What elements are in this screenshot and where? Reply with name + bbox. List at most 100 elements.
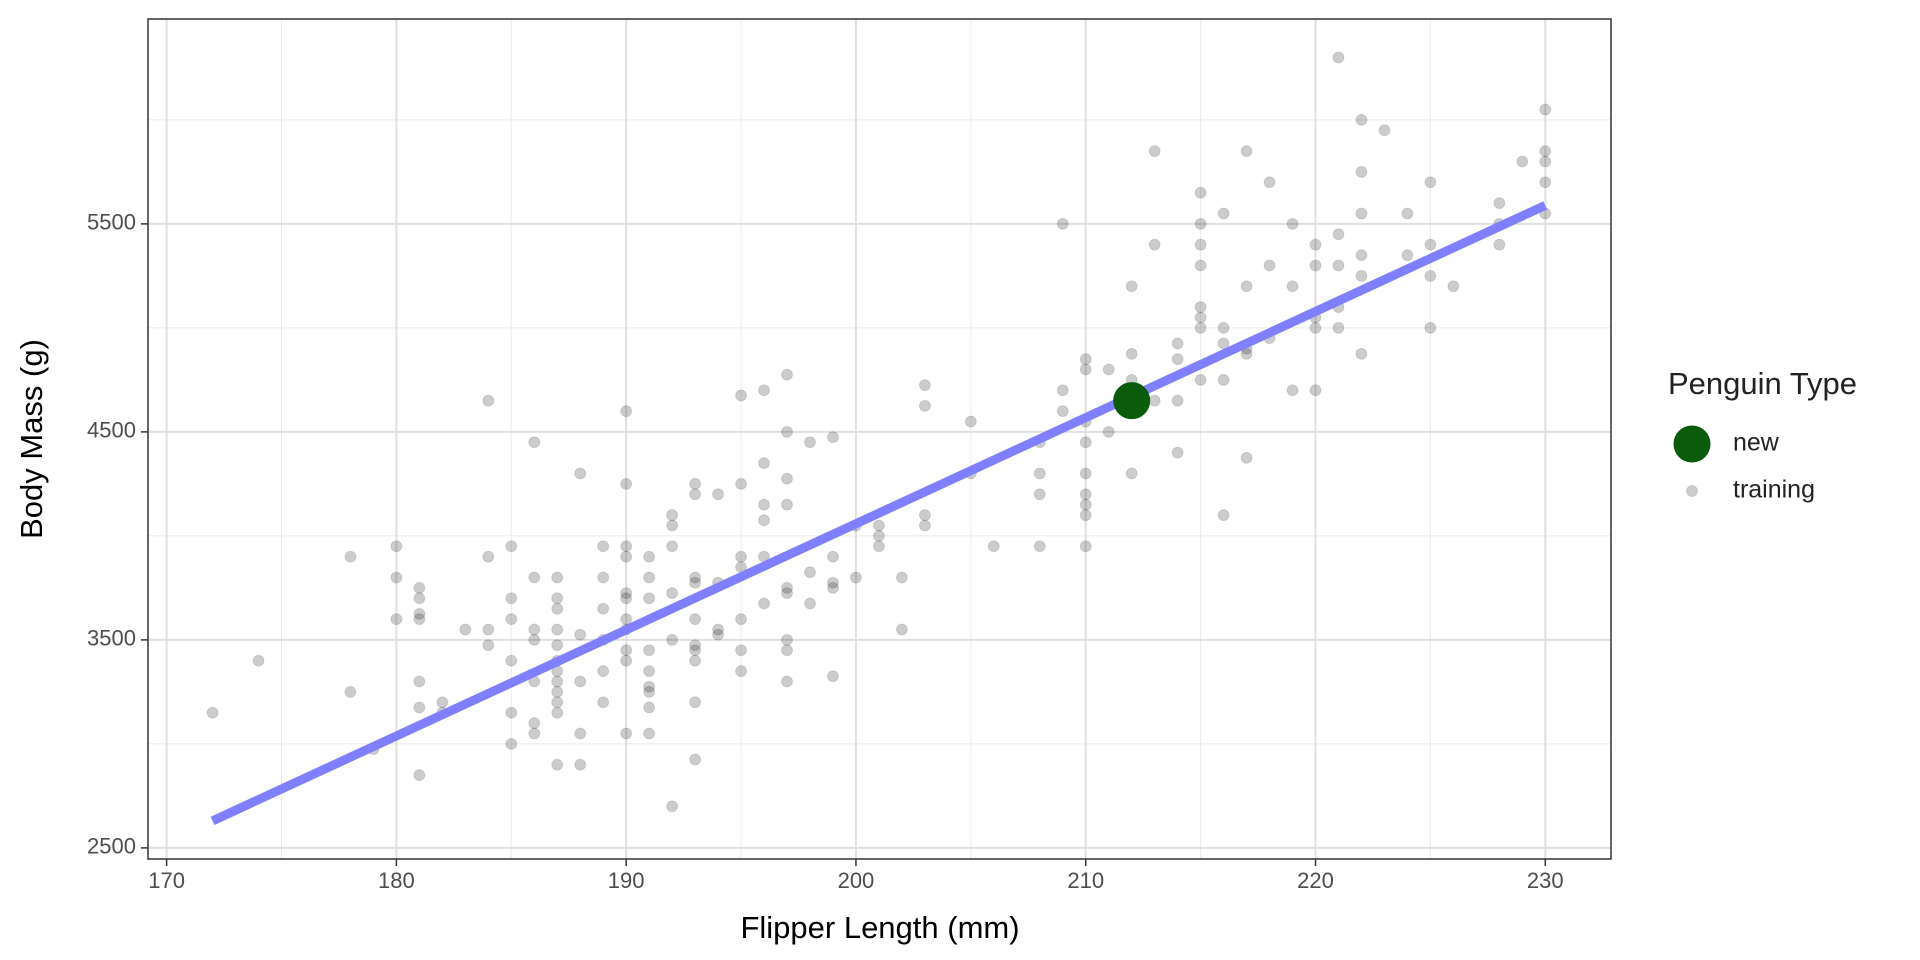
- legend-title: Penguin Type: [1668, 366, 1857, 401]
- training-point: [689, 571, 702, 584]
- training-point: [1539, 145, 1552, 158]
- training-point: [505, 737, 518, 750]
- training-point: [597, 602, 610, 615]
- training-point: [252, 654, 265, 667]
- x-tick-label: 170: [148, 868, 185, 893]
- x-tick-label: 190: [608, 868, 645, 893]
- training-point: [918, 379, 931, 392]
- training-point: [643, 571, 656, 584]
- training-point: [1424, 176, 1437, 189]
- training-point: [505, 654, 518, 667]
- training-point: [1194, 311, 1207, 324]
- x-tick-label: 220: [1297, 868, 1334, 893]
- training-point: [689, 576, 702, 589]
- training-point: [826, 581, 839, 594]
- training-point: [528, 717, 541, 730]
- training-point: [620, 592, 633, 605]
- training-point: [1332, 228, 1345, 241]
- training-point: [1447, 280, 1460, 293]
- training-point: [735, 644, 748, 657]
- training-point: [758, 514, 771, 527]
- training-point: [413, 675, 426, 688]
- training-point: [551, 602, 564, 615]
- training-point: [1355, 207, 1368, 220]
- plot-border: [147, 18, 1612, 860]
- training-point: [551, 706, 564, 719]
- training-point: [1125, 347, 1138, 360]
- training-point: [390, 540, 403, 553]
- training-point: [895, 623, 908, 636]
- training-point: [1079, 488, 1092, 501]
- training-point: [735, 550, 748, 563]
- training-point: [803, 597, 816, 610]
- training-point: [574, 675, 587, 688]
- training-point: [413, 613, 426, 626]
- training-point: [1378, 124, 1391, 137]
- training-point: [1355, 269, 1368, 282]
- training-point: [620, 613, 633, 626]
- training-point: [482, 639, 495, 652]
- training-point: [689, 644, 702, 657]
- training-point: [666, 587, 679, 600]
- training-point: [643, 685, 656, 698]
- training-point: [872, 529, 885, 542]
- training-point: [528, 727, 541, 740]
- training-point: [689, 696, 702, 709]
- training-point: [758, 384, 771, 397]
- training-point: [781, 644, 794, 657]
- training-point: [390, 613, 403, 626]
- training-point: [1539, 155, 1552, 168]
- training-point: [1033, 540, 1046, 553]
- training-point: [551, 758, 564, 771]
- training-point: [1079, 467, 1092, 480]
- training-point: [1240, 347, 1253, 360]
- training-point: [1194, 217, 1207, 230]
- training-point: [758, 498, 771, 511]
- training-point: [1516, 155, 1529, 168]
- training-point: [459, 623, 472, 636]
- training-point: [574, 628, 587, 641]
- training-point: [1217, 509, 1230, 522]
- training-point: [689, 613, 702, 626]
- training-point: [872, 519, 885, 532]
- training-point: [803, 436, 816, 449]
- training-point: [689, 477, 702, 490]
- x-tick-label: 200: [838, 868, 875, 893]
- legend-swatch: [1673, 425, 1711, 463]
- training-point: [666, 519, 679, 532]
- training-point: [987, 540, 1000, 553]
- training-point: [620, 654, 633, 667]
- training-point: [1286, 217, 1299, 230]
- training-point: [574, 758, 587, 771]
- training-point: [781, 587, 794, 600]
- training-point: [1309, 238, 1322, 251]
- y-tick-label: 5500: [87, 210, 136, 235]
- training-point: [781, 498, 794, 511]
- training-point: [551, 571, 564, 584]
- training-point: [574, 727, 587, 740]
- training-point: [1148, 145, 1161, 158]
- training-point: [712, 488, 725, 501]
- training-point: [1171, 446, 1184, 459]
- y-tick-label: 2500: [87, 834, 136, 859]
- training-point: [551, 696, 564, 709]
- training-point: [689, 488, 702, 501]
- training-point: [1332, 321, 1345, 334]
- training-point: [1401, 249, 1414, 262]
- training-point: [1217, 373, 1230, 386]
- training-point: [643, 680, 656, 693]
- training-point: [758, 457, 771, 470]
- training-point: [1079, 498, 1092, 511]
- training-point: [1171, 337, 1184, 350]
- training-point: [390, 571, 403, 584]
- training-point: [781, 472, 794, 485]
- training-point: [781, 633, 794, 646]
- training-point: [620, 477, 633, 490]
- training-point: [826, 670, 839, 683]
- training-point: [1355, 113, 1368, 126]
- training-point: [1355, 347, 1368, 360]
- training-point: [597, 571, 610, 584]
- training-point: [1079, 363, 1092, 376]
- training-point: [482, 550, 495, 563]
- training-point: [1171, 353, 1184, 366]
